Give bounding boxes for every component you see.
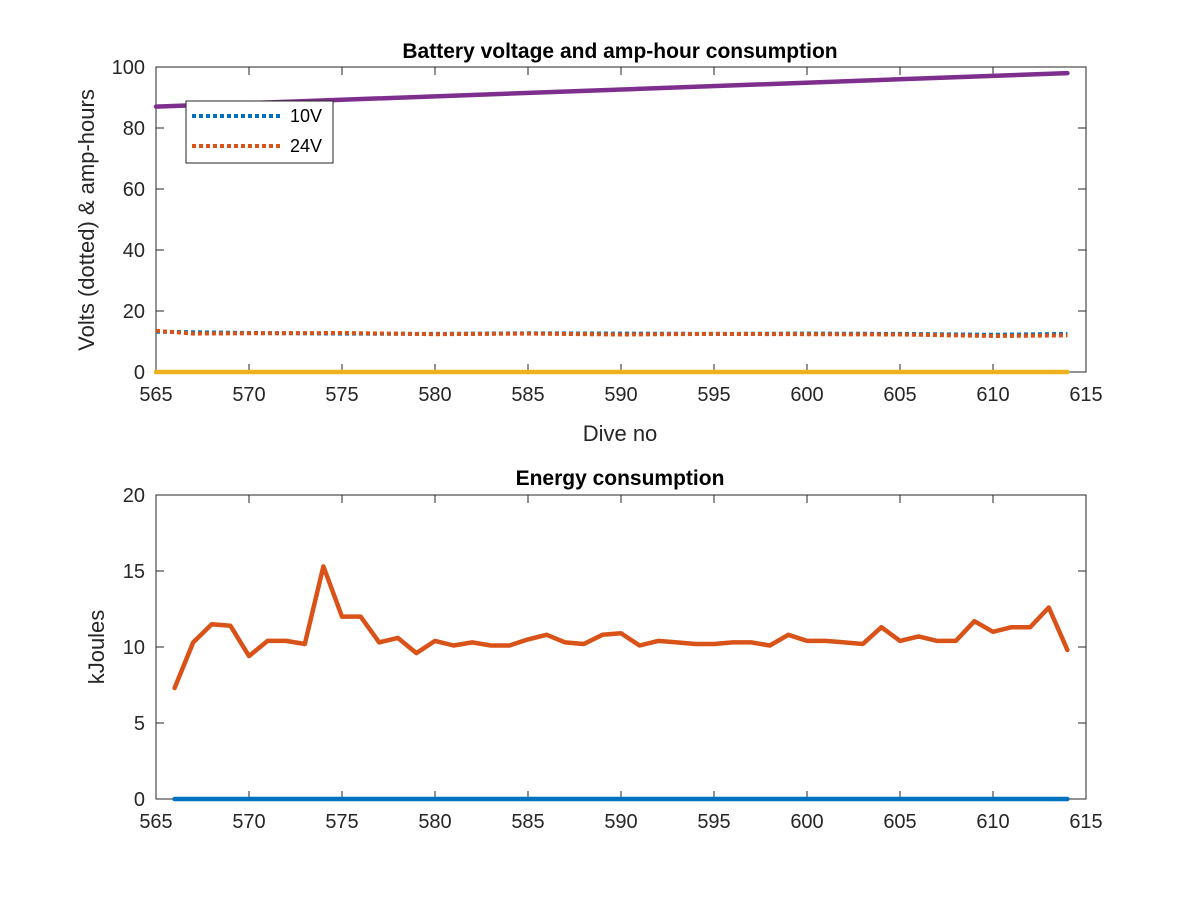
voltage-x-tick-label: 615 [1069,384,1102,406]
energy-x-tick-label: 610 [976,811,1009,833]
voltage-x-tick-label: 580 [418,384,451,406]
legend-box [185,100,334,164]
voltage-x-tick-label: 570 [232,384,265,406]
voltage-x-tick-label: 585 [511,384,544,406]
energy-x-tick-label: 565 [139,811,172,833]
energy-x-tick-label: 590 [604,811,637,833]
voltage-y-tick-label: 60 [123,179,145,201]
legend-label-10v: 10V [290,106,322,126]
energy-y-tick-label: 15 [123,561,145,583]
voltage-x-tick-label: 605 [883,384,916,406]
energy-axes: Energy consumption kJoules 565 570 575 580 5… [84,467,1103,833]
voltage-x-tick-label: 590 [604,384,637,406]
voltage-y-axis-label: Volts (dotted) & amp-hours [74,89,99,351]
voltage-x-tick-label: 600 [790,384,823,406]
energy-x-tick-label: 585 [511,811,544,833]
energy-x-tick-label: 570 [232,811,265,833]
voltage-y-tick-label: 40 [123,240,145,262]
energy-x-tick-label: 605 [883,811,916,833]
voltage-legend: 10V 24V [185,100,334,164]
energy-y-axis-label: kJoules [84,610,109,685]
voltage-y-tick-label: 100 [112,57,145,79]
energy-y-tick-label: 0 [134,789,145,811]
voltage-x-tick-label: 595 [697,384,730,406]
energy-series-line-0 [172,564,1070,691]
voltage-x-tick-label: 610 [976,384,1009,406]
energy-y-tick-label: 20 [123,485,145,507]
voltage-series-line-24v [155,328,1068,338]
energy-y-tick-label: 10 [123,637,145,659]
energy-x-tick-label: 595 [697,811,730,833]
voltage-x-tick-label: 565 [139,384,172,406]
energy-x-tick-label: 600 [790,811,823,833]
energy-chart-title: Energy consumption [516,467,725,490]
legend-label-24v: 24V [290,136,322,156]
voltage-x-tick-label: 575 [325,384,358,406]
energy-x-tick-label: 575 [325,811,358,833]
voltage-chart-title: Battery voltage and amp-hour consumption [402,40,837,63]
voltage-y-tick-label: 0 [134,362,145,384]
energy-x-tick-label: 580 [418,811,451,833]
voltage-x-axis-label: Dive no [583,421,658,446]
energy-x-tick-label: 615 [1069,811,1102,833]
voltage-y-tick-label: 20 [123,301,145,323]
energy-y-tick-label: 5 [134,713,145,735]
voltage-y-tick-label: 80 [123,118,145,140]
